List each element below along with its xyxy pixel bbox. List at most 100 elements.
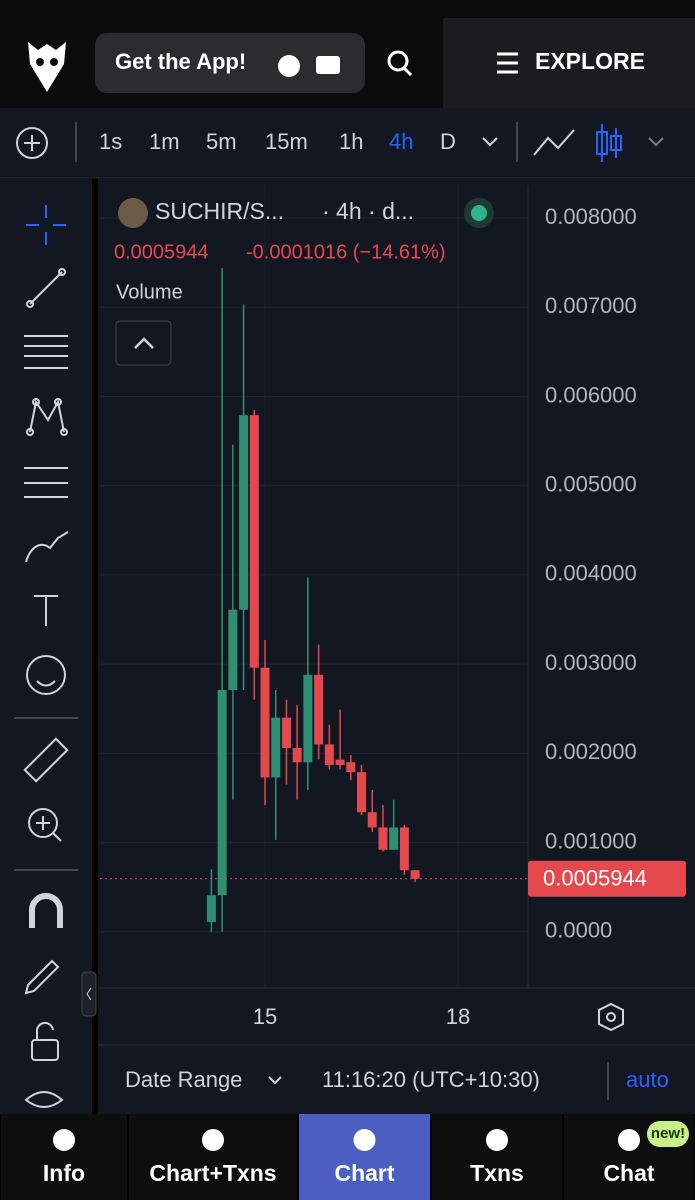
lock-tool[interactable] (31, 1021, 59, 1061)
candle-body (357, 772, 367, 813)
nav-label[interactable]: Chart (334, 1160, 394, 1186)
nav-cell[interactable] (299, 1114, 430, 1200)
nav-icon (202, 1129, 224, 1151)
search-handle (402, 66, 413, 77)
tools (14, 205, 78, 1108)
candle-style-icon[interactable] (596, 124, 622, 162)
new-badge-label: new! (651, 1125, 685, 1142)
y-tick-label: 0.008000 (545, 204, 637, 229)
auto-scale[interactable]: auto (626, 1067, 669, 1092)
y-tick-label: 0.006000 (545, 382, 637, 407)
interval[interactable]: 5m (206, 129, 237, 154)
y-tick-label: 0.001000 (545, 828, 637, 853)
price-change: -0.0001016 (−14.61%) (246, 241, 446, 263)
explore-panel (443, 18, 695, 108)
x-tick-label: 15 (253, 1004, 277, 1029)
fib-tool[interactable] (24, 335, 68, 369)
logo (28, 42, 66, 92)
lock-draw-tool[interactable] (24, 959, 60, 995)
emoji-tool[interactable] (26, 655, 66, 695)
candle-body (271, 717, 281, 778)
chart-panel (98, 179, 695, 1114)
candle-body (389, 827, 399, 850)
menu-icon[interactable] (497, 52, 518, 74)
candle-body (324, 744, 334, 765)
app-button-label: Get the App! (115, 49, 246, 74)
symbol: SUCHIR/S... (155, 198, 284, 224)
settings-icon[interactable] (598, 1002, 624, 1032)
interval[interactable]: 15m (265, 129, 308, 154)
interval-dropdown[interactable] (482, 137, 498, 147)
collapse-handle[interactable] (81, 971, 97, 1017)
hide-tool[interactable] (24, 1091, 64, 1108)
forecast-tool[interactable] (24, 467, 68, 498)
ruler-tool[interactable] (23, 737, 69, 783)
logo-eye (50, 58, 58, 66)
interval[interactable]: 1h (339, 129, 363, 154)
candle-body (346, 762, 356, 773)
collapse-arrow (86, 987, 92, 1001)
nav-cell[interactable] (1, 1114, 127, 1200)
search-icon[interactable] (387, 50, 409, 72)
interval[interactable]: 1s (99, 129, 122, 154)
candle-body (367, 812, 377, 828)
clock: 11:16:20 (UTC+10:30) (322, 1067, 540, 1092)
last-price-badge-label: 0.0005944 (543, 866, 647, 891)
date-range-arrow (268, 1076, 282, 1085)
explore-label[interactable]: EXPLORE (535, 48, 645, 74)
nav-icon (486, 1129, 508, 1151)
magnet-tool[interactable] (29, 893, 63, 928)
volume-label: Volume (116, 281, 183, 303)
zoom-tool[interactable] (28, 808, 62, 842)
candle-body (410, 870, 420, 879)
candle-body (335, 759, 345, 765)
nav-label[interactable]: Chat (603, 1160, 654, 1186)
y-tick-label: 0.007000 (545, 293, 637, 318)
add-icon[interactable] (16, 127, 48, 159)
candle-body (378, 827, 388, 850)
candle-body (399, 827, 409, 871)
new-badge (647, 1121, 689, 1147)
nav-label[interactable]: Txns (470, 1160, 524, 1186)
candle-body (314, 674, 324, 745)
date-range[interactable]: Date Range (125, 1067, 242, 1092)
collapse-legend-arrow (134, 337, 154, 349)
nav-icon (353, 1129, 376, 1151)
nav-label[interactable]: Chart+Txns (149, 1160, 276, 1186)
logo-eye (36, 58, 44, 66)
app-button[interactable] (95, 33, 365, 93)
nav-icon (53, 1129, 75, 1151)
style-dropdown[interactable] (648, 137, 664, 147)
crosshair-tool[interactable] (26, 205, 66, 245)
candle-body (239, 415, 249, 610)
candle-body (217, 689, 227, 896)
pattern-tool[interactable] (26, 398, 68, 436)
y-tick-label: 0.002000 (545, 739, 637, 764)
collapse-legend[interactable] (115, 320, 172, 366)
last-price: 0.0005944 (114, 241, 209, 263)
tools-panel (0, 179, 92, 1114)
y-tick-label: 0.003000 (545, 650, 637, 675)
status-dot (471, 205, 487, 221)
x-tick-label: 18 (446, 1004, 470, 1029)
toolbar (0, 108, 695, 178)
line-style-icon[interactable] (533, 129, 575, 156)
brush-tool[interactable] (25, 531, 69, 563)
interval[interactable]: 4h (389, 129, 413, 154)
trend-line-tool[interactable] (26, 268, 66, 308)
candle-body (281, 717, 291, 748)
interval[interactable]: 1m (149, 129, 180, 154)
y-tick-label: 0.004000 (545, 561, 637, 586)
nav-label[interactable]: Info (43, 1160, 85, 1186)
interval[interactable]: D (440, 129, 456, 154)
nav-cell[interactable] (129, 1114, 297, 1200)
nav-cell[interactable] (432, 1114, 562, 1200)
last-price-badge (528, 860, 686, 897)
symbol-interval: · 4h · d... (322, 198, 414, 224)
candle-body (206, 895, 216, 922)
candle-body (249, 415, 259, 668)
nav-icon (618, 1129, 640, 1151)
apple-icon (278, 55, 300, 77)
text-tool[interactable] (34, 595, 58, 626)
